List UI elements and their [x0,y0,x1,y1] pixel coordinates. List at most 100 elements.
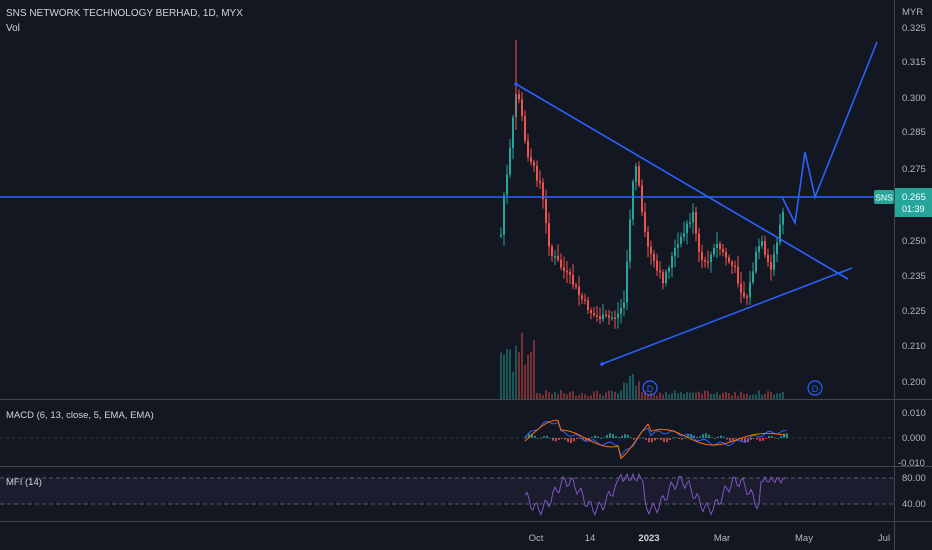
candle [584,293,586,305]
candle-body [536,165,538,181]
macd-histogram-bar [756,438,758,440]
volume-bar [761,395,763,399]
time-axis[interactable]: Oct 14 2023 Mar May Jul [529,533,890,544]
candle [506,164,508,204]
mfi-pane [0,472,894,517]
macd-histogram-bar [729,438,731,442]
dividend-marker-label: D [647,384,654,394]
candle-body [608,315,610,318]
candle [599,307,601,325]
candle [719,241,721,256]
macd-histogram-bar [777,437,779,439]
candle [554,250,556,266]
trendline-anchor[interactable] [600,362,604,366]
macd-histogram-bar [681,438,683,440]
price-tick: 0.325 [902,23,926,34]
candle-body [509,147,511,175]
volume-bar [635,385,637,399]
candle-body [731,261,733,266]
time-tick: Oct [529,533,544,544]
macd-histogram-bar [675,437,677,439]
candle-body [503,195,505,235]
drawings-layer[interactable] [0,41,894,366]
macd-histogram-bar [657,438,659,440]
dividend-marker[interactable]: D [642,380,658,396]
candle [626,249,628,310]
macd-histogram-bar [780,436,782,438]
macd-histogram-bar [585,438,587,442]
macd-histogram-bar [660,438,662,441]
macd-histogram-bar [723,436,725,438]
candle [767,248,769,268]
candle [722,243,724,257]
macd-axis[interactable]: 0.010 0.000 -0.010 [898,408,926,469]
volume-bar [533,340,535,399]
candle [755,246,757,275]
volume-label[interactable]: Vol [6,23,20,34]
dividend-marker[interactable]: D [807,380,823,396]
candle-body [746,296,748,299]
candle [578,276,580,306]
macd-histogram-bar [678,438,680,439]
candle-body [575,285,577,287]
macd-histogram-bar [693,435,695,438]
candle-body [629,219,631,262]
candle-body [710,254,712,263]
candle [635,162,637,191]
macd-signal-line [524,419,787,460]
macd-histogram-bar [564,438,566,440]
candle [701,244,703,269]
candle [527,134,529,162]
candle-body [587,300,589,311]
volume-bar [686,392,688,399]
volume-bar [626,383,628,399]
candle-body [656,260,658,271]
macd-histogram-bar [786,433,788,438]
candle [632,179,634,226]
candle [548,212,550,256]
macd-histogram-bar [651,438,653,443]
macd-histogram-bar [663,438,665,443]
volume-bar [701,393,703,399]
candle [629,209,631,269]
macd-label[interactable]: MACD (6, 13, close, 5, EMA, EMA) [6,410,154,421]
volume-bar [539,393,541,399]
price-tick: 0.315 [902,57,926,68]
macd-histogram-bar [741,438,743,442]
candle-body [677,244,679,248]
candle [644,202,646,237]
projection-path[interactable] [781,41,878,226]
ascending-trendline[interactable] [601,267,853,365]
candle-body [590,310,592,314]
candle-body [695,212,697,234]
macd-histogram-bar [543,436,545,438]
macd-histogram-bar [759,438,761,442]
candle-body [653,253,655,261]
macd-histogram-bar [591,436,593,438]
macd-pane [0,419,894,460]
volume-bar [602,395,604,399]
candle-body [569,272,571,275]
mfi-axis[interactable]: 80.00 40.00 [902,473,926,510]
macd-histogram-bar [609,433,611,438]
volume-bar [662,394,664,399]
symbol-title[interactable]: SNS NETWORK TECHNOLOGY BERHAD, 1D, MYX [6,8,243,19]
macd-histogram-bar [696,437,698,438]
last-price-badge[interactable]: SNS 0.265 01:39 [874,188,932,217]
descending-trendline[interactable] [515,83,849,280]
candle-body [521,99,523,116]
last-price-value: 0.265 [902,192,926,203]
price-axis[interactable]: MYR 0.325 0.315 0.300 0.285 0.275 0.250 … [902,7,926,388]
candle-body [548,223,550,247]
volume-bar [509,349,511,399]
volume-bar [584,394,586,399]
candle-body [500,234,502,237]
trendline-anchor[interactable] [514,82,518,86]
candle [728,254,730,264]
volume-bar [506,349,508,399]
candle [608,309,610,325]
macd-histogram-bar [570,438,572,443]
mfi-label[interactable]: MFI (14) [6,477,42,488]
